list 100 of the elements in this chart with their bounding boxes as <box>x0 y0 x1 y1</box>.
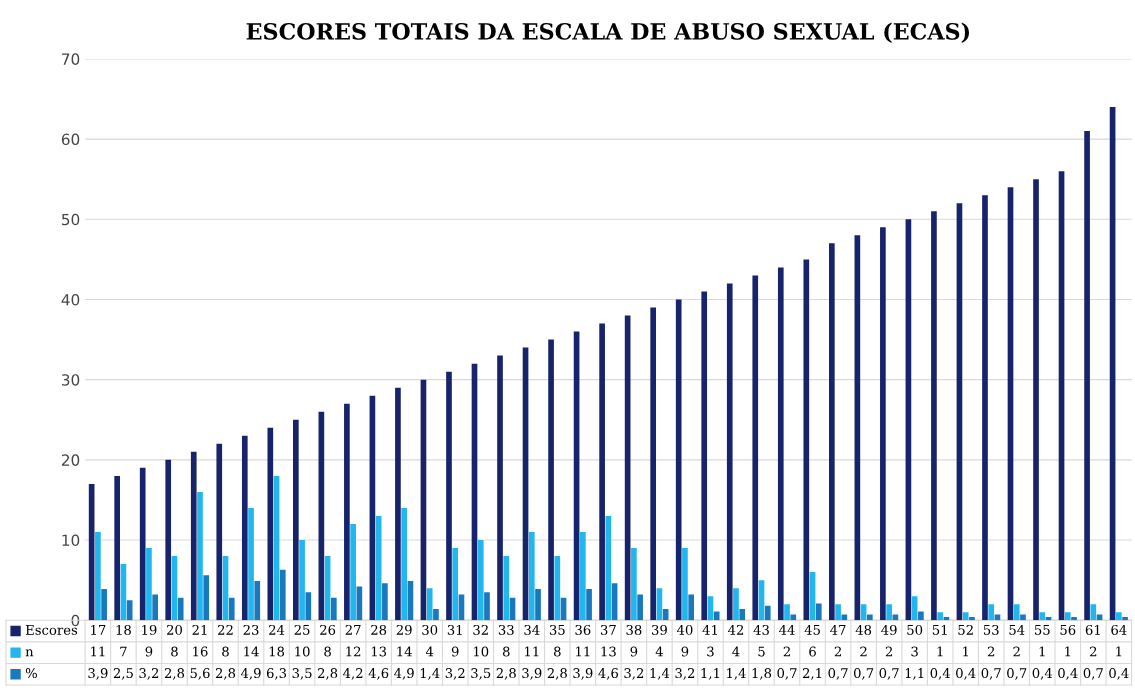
data-label: 18 <box>116 624 131 635</box>
bar <box>867 614 873 621</box>
data-label: 1,1 <box>905 668 924 680</box>
bar <box>139 467 146 621</box>
legend-label: Escores <box>25 625 78 635</box>
data-label: 7 <box>120 646 127 657</box>
bar <box>1116 612 1122 621</box>
bar <box>477 540 484 621</box>
bar <box>637 594 643 621</box>
data-label: 64 <box>1111 624 1127 635</box>
data-label: 9 <box>681 646 689 657</box>
data-label: 0,4 <box>930 668 950 680</box>
data-label: 47 <box>830 624 846 635</box>
bar <box>197 491 203 621</box>
bar <box>254 580 261 621</box>
data-label: 1 <box>1065 646 1071 657</box>
data-label: 0,7 <box>777 668 797 680</box>
data-label: 2 <box>834 646 841 657</box>
data-label: 4,9 <box>394 668 414 680</box>
data-label: 44 <box>779 624 795 635</box>
bar <box>395 387 401 621</box>
data-label: 2 <box>1013 646 1020 657</box>
data-label: 12 <box>346 646 361 657</box>
data-label: 11 <box>91 646 105 657</box>
bar <box>1039 612 1046 621</box>
data-label: 2 <box>885 646 893 657</box>
data-label: 3,9 <box>88 668 108 680</box>
bar <box>299 540 305 621</box>
bar <box>969 617 975 621</box>
data-label: 1 <box>963 646 969 657</box>
data-label: 3,5 <box>471 668 491 680</box>
bar <box>599 323 605 621</box>
data-label: 4,9 <box>240 668 261 680</box>
data-label: 41 <box>702 624 717 635</box>
bar <box>1122 617 1128 621</box>
data-label: 50 <box>907 624 923 635</box>
data-label: 1,8 <box>752 668 772 680</box>
bar <box>484 592 490 621</box>
bar <box>937 612 943 621</box>
bar <box>216 443 223 621</box>
data-label: 13 <box>601 646 616 657</box>
data-label: 3,2 <box>139 668 159 680</box>
data-label: 3,2 <box>445 668 465 680</box>
data-label: 4 <box>732 646 740 657</box>
bar <box>650 307 656 621</box>
y-tick-label: 20 <box>61 454 80 466</box>
data-label: 0,7 <box>1083 668 1103 680</box>
bar <box>548 339 554 621</box>
data-label: 1,4 <box>420 668 440 680</box>
data-label: 2,8 <box>547 668 567 680</box>
bar <box>982 195 988 621</box>
data-label: 35 <box>549 624 565 635</box>
data-label: 1,1 <box>701 668 720 680</box>
data-label: 16 <box>193 646 208 657</box>
bar <box>739 609 746 621</box>
data-label: 37 <box>600 624 616 635</box>
data-label: 5,6 <box>190 668 210 680</box>
data-label: 0,4 <box>956 668 976 680</box>
bar <box>293 419 299 621</box>
data-label: 3,2 <box>624 668 644 680</box>
data-label: 25 <box>294 624 310 635</box>
bar <box>331 597 337 621</box>
data-label: 42 <box>727 624 744 635</box>
legend-label: % <box>25 668 37 679</box>
bar <box>1064 612 1071 621</box>
data-label: 8 <box>171 646 178 657</box>
data-label: 40 <box>676 624 693 635</box>
data-label: 61 <box>1085 624 1100 635</box>
bar <box>682 548 688 621</box>
bar <box>177 597 184 621</box>
bar <box>962 612 969 621</box>
data-label: 11 <box>576 646 590 657</box>
data-label: 23 <box>243 624 259 635</box>
bar <box>835 604 841 621</box>
data-label: 51 <box>932 624 947 635</box>
bar <box>688 594 695 621</box>
bar <box>528 532 535 621</box>
bar <box>452 548 459 621</box>
bar <box>988 604 995 621</box>
data-label: 0,4 <box>1032 668 1053 680</box>
y-tick-label: 0 <box>71 614 80 627</box>
bar <box>886 604 892 621</box>
data-label: 3 <box>707 646 714 657</box>
bar <box>586 588 592 621</box>
bar <box>841 614 848 621</box>
data-label: 4 <box>655 646 663 657</box>
y-tick-label: 30 <box>61 374 80 386</box>
data-label: 0,7 <box>828 668 848 680</box>
bar <box>344 403 350 621</box>
data-label: 34 <box>524 624 540 635</box>
data-label: 3 <box>911 646 918 657</box>
data-label: 8 <box>502 646 510 657</box>
bar <box>733 588 739 621</box>
data-label: 9 <box>451 646 459 657</box>
data-label: 14 <box>244 646 259 657</box>
data-label: 29 <box>396 624 412 635</box>
data-label: 55 <box>1034 625 1050 635</box>
bar <box>165 459 172 621</box>
bar <box>1090 604 1097 621</box>
bar <box>764 605 771 621</box>
